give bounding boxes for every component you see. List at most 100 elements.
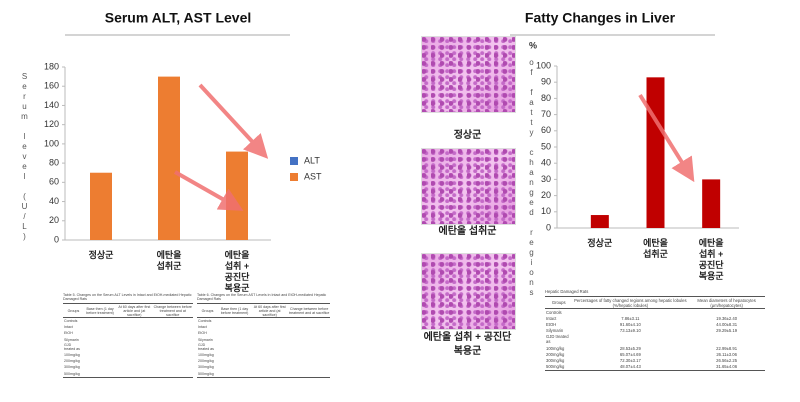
x-tick-label: 에탄올 섭취군 bbox=[156, 250, 182, 271]
table-cell: 48.07±4.43 bbox=[572, 363, 689, 371]
table-cell: 72.30±3.17 bbox=[619, 357, 641, 363]
table-cell: Intact bbox=[546, 315, 557, 321]
header-cell: Percentages of fatty changed regions amo… bbox=[572, 296, 689, 309]
table-cell: 26.11±3.06 bbox=[716, 351, 737, 357]
table-cell: 500mg/kg bbox=[197, 370, 219, 378]
header-row: Groups Base then (1 day before treatment)… bbox=[63, 303, 193, 318]
table-cell: 100mg/kg bbox=[64, 353, 80, 358]
table-cell: 7.86±3.11 bbox=[621, 315, 640, 321]
y-tick-label: 20 bbox=[541, 190, 551, 200]
table-cell: 44.00±8.31 bbox=[716, 321, 738, 327]
table-cell: EtOH bbox=[546, 321, 557, 327]
table-cell bbox=[153, 318, 194, 325]
table-cell: EtOH bbox=[64, 331, 73, 336]
table-row: Controls bbox=[545, 309, 765, 316]
data-table: Groups Percentages of fatty changed regio… bbox=[545, 296, 765, 371]
table-cell bbox=[218, 370, 251, 378]
table-row: Controls bbox=[63, 318, 193, 325]
table-cell bbox=[288, 318, 330, 325]
table-cell bbox=[153, 343, 194, 352]
data-table: Groups Base then (1 day before treatment)… bbox=[197, 303, 330, 378]
x-tick-label: 에탄올 섭취군 bbox=[643, 238, 668, 259]
x-tick-label: 에탄올 섭취 + 공진단 복용군 bbox=[698, 238, 724, 281]
y-tick-label: 30 bbox=[541, 174, 551, 184]
table-row: Silymarin 73.13±9.10 29.29±5.19 bbox=[545, 328, 765, 334]
table-row: 500mg/kg bbox=[63, 370, 193, 378]
y-tick-label: 40 bbox=[49, 196, 59, 206]
table-row: GJD treated as bbox=[545, 334, 765, 345]
y-tick-label: 180 bbox=[44, 61, 59, 71]
header-cell: Change between before treatment and at s… bbox=[288, 303, 330, 318]
table-cell: Silymarin bbox=[64, 337, 79, 342]
table-cell bbox=[288, 343, 330, 352]
table-body: Controls Intact EtOH Silymarin GJD treated a… bbox=[197, 318, 330, 378]
table-cell: EtOH bbox=[198, 331, 207, 336]
table-cell: Controls bbox=[546, 309, 562, 315]
arrow bbox=[198, 83, 269, 159]
chart-title: Serum ALT, AST Level bbox=[105, 10, 252, 26]
header-cell: At 60 days after first article and (at s… bbox=[116, 303, 153, 318]
table-cell: 300mg/kg bbox=[64, 365, 80, 370]
y-axis-label: of fatty changed regions bbox=[527, 58, 536, 298]
header-cell: Groups bbox=[197, 303, 219, 318]
table-row: Intact bbox=[197, 324, 330, 330]
table: Table 6. Changes on the Serum AST Levels… bbox=[197, 293, 330, 378]
table-cell: Silymarin bbox=[198, 337, 213, 342]
y-tick-label: 140 bbox=[44, 100, 59, 110]
x-tick-label: 에탄올 섭취 + 공진단 복용군 bbox=[224, 250, 250, 293]
header-cell: At 60 days after first article and (at s… bbox=[251, 303, 289, 318]
y-tick-label: 0 bbox=[54, 234, 59, 244]
table-cell: 100mg/kg bbox=[546, 345, 565, 351]
y-tick-label: 80 bbox=[49, 157, 59, 167]
y-unit: % bbox=[529, 40, 537, 50]
bar bbox=[646, 77, 665, 228]
header-cell: Change between before treatment and at s… bbox=[152, 303, 193, 318]
table-cell: 300mg/kg bbox=[546, 357, 565, 363]
table-cell bbox=[116, 343, 152, 352]
bar bbox=[90, 172, 112, 240]
y-tick-label: 120 bbox=[44, 119, 59, 129]
table-caption: Table 5. Changes on the Serum ALT Levels… bbox=[63, 293, 192, 301]
table-row: 100mg/kg 28.53±5.29 22.99±8.91 bbox=[545, 345, 765, 351]
table-cell: Intact bbox=[198, 325, 207, 330]
table-cell: 29.29±5.19 bbox=[716, 328, 738, 334]
table-cell bbox=[572, 309, 688, 316]
y-tick-label: 0 bbox=[546, 222, 551, 232]
table-row: Intact 7.86±3.11 19.36±2.40 bbox=[545, 315, 765, 321]
legend-swatch bbox=[290, 173, 298, 181]
y-tick-label: 50 bbox=[541, 141, 551, 151]
micrograph bbox=[421, 36, 516, 113]
table-row: EtOH bbox=[197, 330, 330, 336]
table-cell: 200mg/kg bbox=[546, 351, 565, 357]
table-cell: 300mg/kg bbox=[198, 365, 214, 370]
table-cell: Intact bbox=[64, 325, 73, 330]
table-row: EtOH bbox=[63, 330, 193, 336]
y-tick-label: 10 bbox=[541, 206, 551, 216]
bar bbox=[226, 151, 248, 240]
table-row: 500mg/kg 48.07±4.43 31.65±4.06 bbox=[545, 363, 765, 371]
table-row: Silymarin bbox=[197, 337, 330, 343]
y-tick-label: 90 bbox=[541, 77, 551, 87]
table-row: EtOH 91.60±4.10 44.00±8.31 bbox=[545, 321, 765, 327]
table-row: 300mg/kg 72.30±3.17 26.56±2.25 bbox=[545, 357, 765, 363]
header-cell: Mean diameters of hepatocytes (μm/hepato… bbox=[688, 296, 765, 309]
table-cell: 28.53±5.29 bbox=[619, 345, 641, 351]
table-cell: 22.99±8.91 bbox=[716, 345, 738, 351]
table-body: Controls Intact EtOH Silymarin GJD treated a… bbox=[63, 318, 193, 378]
table-row: GJD treated as bbox=[63, 343, 193, 352]
table-cell: 19.36±2.40 bbox=[716, 315, 738, 321]
table-caption: Table 6. Changes on the Serum AST Levels… bbox=[197, 293, 327, 301]
header-cell: Base then (1 day before treatment) bbox=[83, 303, 117, 318]
table-caption: Hepatic Damaged Rats bbox=[545, 289, 589, 294]
y-tick-label: 20 bbox=[49, 215, 59, 225]
table-row: 300mg/kg bbox=[197, 364, 330, 370]
table-cell: 91.60±4.10 bbox=[619, 321, 641, 327]
table-cell: Silymarin bbox=[546, 328, 564, 334]
table-row: 500mg/kg bbox=[197, 370, 330, 378]
bar bbox=[590, 215, 609, 228]
table-cell: 200mg/kg bbox=[64, 359, 80, 364]
y-tick-label: 80 bbox=[541, 93, 551, 103]
table-row: 300mg/kg bbox=[63, 364, 193, 370]
table-cell bbox=[84, 343, 116, 352]
